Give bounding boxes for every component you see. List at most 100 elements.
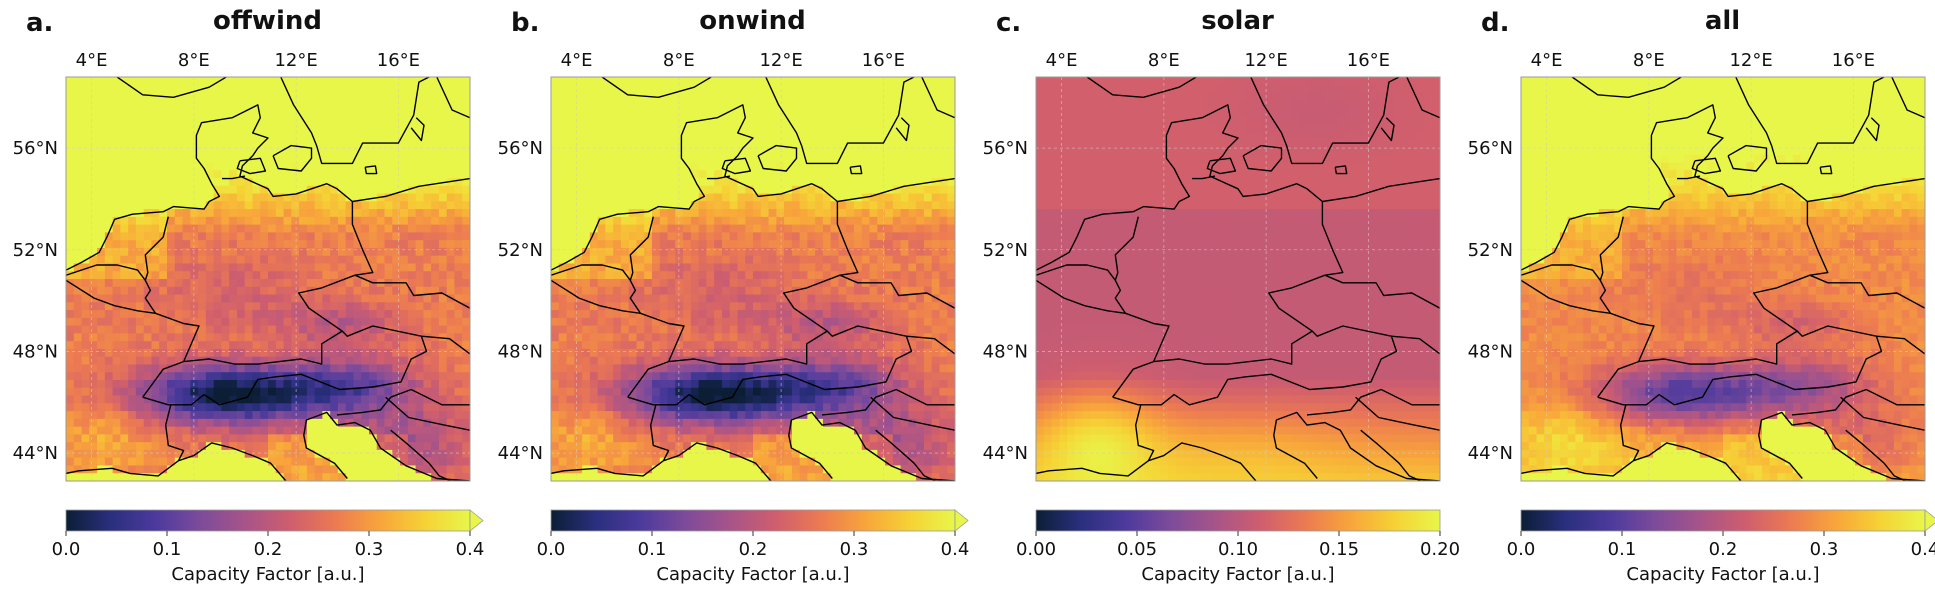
heatmap-cell [104,100,114,109]
heatmap-cell [784,263,793,272]
heatmap-cell [174,380,184,389]
heatmap-cell [143,457,153,467]
heatmap-cell [438,348,448,358]
heatmap-cell [683,263,692,272]
heatmap-cell [830,356,840,366]
heatmap-cell [706,403,715,412]
heatmap-cell [167,146,176,156]
heatmap-cell [283,240,292,249]
heatmap-cell [799,271,808,280]
heatmap-cell [407,146,417,156]
heatmap-cell [729,279,739,288]
heatmap-cell [275,341,285,350]
heatmap-cell [605,286,614,296]
heatmap-cell [384,263,393,272]
heatmap-cell [306,473,316,481]
heatmap-cell [791,317,801,327]
heatmap-cell [291,411,300,420]
heatmap-cell [407,442,417,451]
heatmap-cell [135,100,145,109]
heatmap-cell [120,364,129,373]
heatmap-cell [923,380,933,389]
heatmap-cell [104,348,114,358]
heatmap-cell [939,333,948,342]
heatmap-cell [605,131,614,140]
heatmap-cell [446,325,456,334]
heatmap-cell [97,170,106,179]
heatmap-cell [613,123,622,132]
heatmap-cell [667,310,676,319]
heatmap-cell [361,92,370,101]
heatmap-cell [221,356,230,366]
heatmap-cell [345,473,355,481]
heatmap-cell [838,372,847,381]
heatmap-cell [400,255,409,265]
heatmap-cell [690,224,700,233]
heatmap-cell [66,92,75,101]
heatmap-cell [454,232,463,241]
heatmap-cell [667,185,676,195]
border-line [66,279,200,362]
heatmap-cell [275,154,285,164]
heatmap-cell [120,185,129,195]
heatmap-cell [361,232,370,241]
heatmap-cell [931,185,941,195]
heatmap-cell [659,356,669,366]
heatmap-cell [892,310,902,319]
heatmap-cell [807,403,816,412]
heatmap-cell [174,426,184,435]
heatmap-cell [605,193,614,202]
heatmap-cell [244,356,254,366]
heatmap-cell [159,162,168,171]
heatmap-cell [745,263,754,272]
heatmap-cell [721,193,731,202]
heatmap-cell [66,170,75,179]
heatmap-cell [151,364,160,373]
heatmap-cell [221,232,230,241]
heatmap-cell [198,240,207,249]
heatmap-cell [446,286,456,296]
heatmap-cell [353,224,362,233]
heatmap-cell [822,341,832,350]
heatmap-cell [221,348,230,358]
heatmap-cell [236,372,246,381]
heatmap-cell [644,108,653,117]
heatmap-cell [807,263,816,272]
heatmap-cell [268,325,277,334]
heatmap-cell [675,247,684,257]
heatmap-cell [605,372,614,381]
heatmap-cell [384,317,393,327]
heatmap-cell [799,294,808,303]
heatmap-cell [213,457,222,467]
heatmap-cell [690,92,700,101]
heatmap-cell [182,411,191,420]
heatmap-cell [151,418,160,428]
heatmap-cell [322,209,331,218]
heatmap-cell [314,465,323,474]
heatmap-cell [244,92,254,101]
heatmap-cell [291,380,300,389]
heatmap-cell [306,108,316,117]
heatmap-cell [636,356,645,366]
heatmap-cell [652,302,661,311]
heatmap-cell [644,139,653,148]
heatmap-cell [446,154,456,164]
heatmap-cell [151,92,160,101]
heatmap-cell [337,146,347,156]
heatmap-cell [729,317,739,327]
heatmap-cell [558,162,568,171]
heatmap-cell [939,247,948,257]
heatmap-cell [345,465,355,474]
heatmap-cell [582,240,591,249]
heatmap-cell [291,465,300,474]
heatmap-cell [384,271,393,280]
heatmap-cell [314,209,323,218]
heatmap-cell [236,240,246,249]
heatmap-cell [112,348,121,358]
heatmap-cell [729,364,739,373]
heatmap-cell [659,286,669,296]
heatmap-cell [89,123,98,132]
heatmap-cell [283,286,292,296]
heatmap-cell [438,380,448,389]
heatmap-cell [885,247,894,257]
